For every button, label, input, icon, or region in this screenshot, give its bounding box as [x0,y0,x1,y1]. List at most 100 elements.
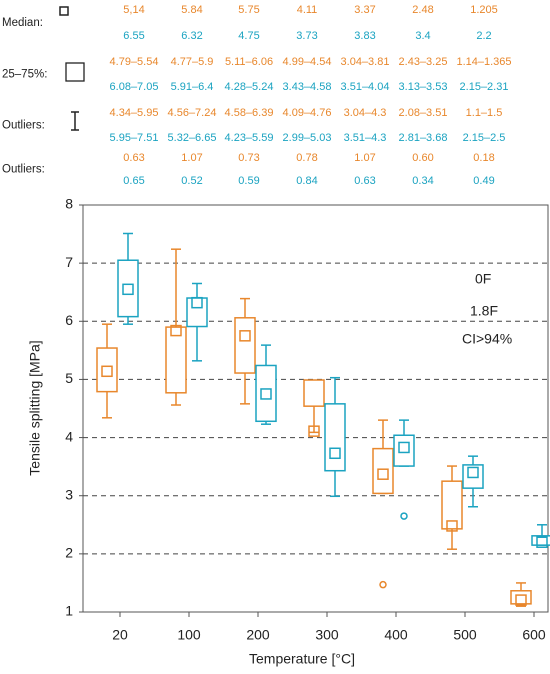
box [303,379,325,407]
table-value: 2.2 [476,30,491,42]
median [467,466,479,479]
x-tick-label: 200 [246,627,270,643]
table-value: 4.23–5.59 [225,132,274,144]
table-value: 3.04–3.81 [341,56,390,68]
x-tick-label: 400 [384,627,408,643]
table-value: 1.14–1.365 [456,56,511,68]
row-label: Median: [2,17,43,29]
table-value: 0.84 [296,175,317,187]
box [372,447,394,495]
median [515,594,527,606]
x-tick-label: 600 [522,627,546,643]
x-tick-label: 500 [453,627,477,643]
table-value: 3.13–3.53 [399,81,448,93]
table-value: 0.49 [473,175,494,187]
box [165,326,187,394]
median [398,441,410,454]
table-value: 1.1–1.5 [466,107,503,119]
table-value: 5.11–6.06 [225,56,273,68]
median [170,324,182,337]
table-value: 3.51–4.3 [344,132,387,144]
box [462,464,484,489]
box [510,590,532,605]
table-value: 5.75 [238,4,259,16]
table-value: 6.08–7.05 [110,81,159,93]
row-label: Outliers: [2,164,45,176]
table-value: 4.75 [238,30,259,42]
y-tick-label: 1 [65,603,73,619]
y-tick-label: 4 [65,428,73,444]
table-value: 3.37 [354,4,375,16]
y-tick-label: 6 [65,312,73,328]
table-value: 4.77–5.9 [171,56,214,68]
legend-entry: 1.8F [470,303,498,319]
table-value: 0.63 [354,175,375,187]
table-value: 0.18 [473,152,494,164]
table-value: 1.07 [181,152,202,164]
table-value: 2.81–3.68 [399,132,448,144]
median [446,520,458,532]
box [324,403,346,472]
table-value: 0.59 [238,175,259,187]
median [260,388,272,400]
row-label: Outliers: [2,120,45,132]
x-tick-label: 20 [112,627,128,643]
whisker-icon [71,111,79,131]
table-value: 2.08–3.51 [399,107,448,119]
row-label: 25–75%: [2,69,47,81]
median [122,283,134,296]
median [329,447,341,460]
table-value: 5.95–7.51 [110,132,159,144]
box [531,535,550,546]
y-tick-label: 8 [65,196,73,212]
table-value: 2.43–3.25 [399,56,448,68]
box [186,297,208,328]
table-value: 4.58–6.39 [225,107,274,119]
median-icon [59,6,69,16]
table-value: 2.48 [412,4,433,16]
y-tick-label: 5 [65,370,73,386]
median [239,330,251,342]
outlier [379,580,387,589]
table-value: 0.65 [123,175,144,187]
table-value: 0.78 [296,152,317,164]
table-value: 3.04–4.3 [344,107,387,119]
table-value: 4.28–5.24 [225,81,274,93]
table-value: 5.32–6.65 [168,132,217,144]
box [255,364,277,423]
table-value: 2.99–5.03 [283,132,332,144]
table-value: 5,14 [123,4,144,16]
y-tick-label: 7 [65,254,73,270]
median [191,296,203,309]
table-value: 3.83 [354,30,375,42]
median [377,468,389,480]
table-value: 4.34–5.95 [110,107,159,119]
annotation: CI>94% [462,331,512,347]
table-value: 1.205 [470,4,498,16]
table-value: 0.60 [412,152,433,164]
legend-entry: 0F [475,271,491,287]
box [393,434,415,467]
table-value: 3.43–4.58 [283,81,332,93]
box [117,259,139,318]
table-value: 5.84 [181,4,202,16]
table-value: 0.63 [123,152,144,164]
table-value: 6.32 [181,30,202,42]
table-value: 2.15–2.5 [463,132,506,144]
box [441,480,463,530]
y-tick-label: 2 [65,545,73,561]
table-value: 2.15–2.31 [460,81,509,93]
table-value: 4.99–4.54 [283,56,332,68]
median [308,425,320,437]
table-value: 5.91–6.4 [171,81,214,93]
x-axis-label: Temperature [°C] [249,651,355,667]
table-value: 0.73 [238,152,259,164]
table-value: 6.55 [123,30,144,42]
box-icon [65,62,85,82]
median [536,536,548,548]
box [234,317,256,374]
box [96,347,118,393]
y-axis-label: Tensile splitting [MPa] [27,340,43,475]
table-value: 0.34 [412,175,433,187]
table-value: 3.51–4.04 [341,81,390,93]
